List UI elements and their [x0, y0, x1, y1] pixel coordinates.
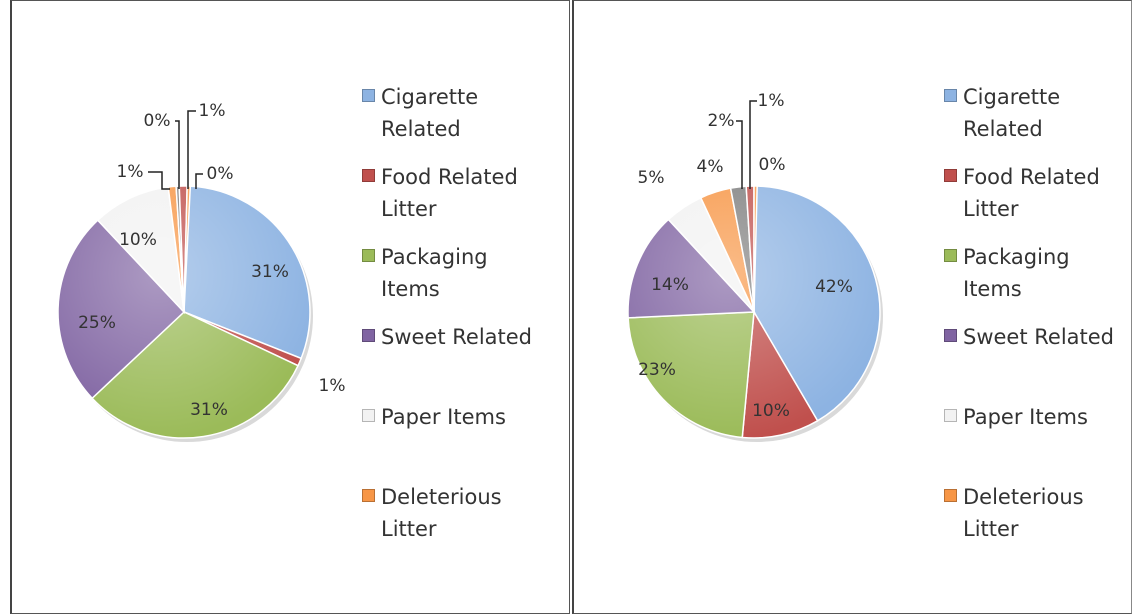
- legend-label: Cigarette Related: [963, 85, 1061, 141]
- slice-label: 1%: [117, 162, 144, 182]
- legend-swatch: [362, 169, 375, 182]
- legend-item-deleterious-litter: Deleterious Litter: [944, 481, 1131, 545]
- legend-swatch: [362, 329, 375, 342]
- pie-gloss: [58, 186, 310, 438]
- legend-swatch: [944, 249, 957, 262]
- pie-gloss: [628, 186, 880, 438]
- legend-swatch: [944, 169, 957, 182]
- pie-chart-panel-1: 31% 1% 31% 25% 10% 1% 0% 1% 0% Cigarette Related…: [10, 0, 570, 614]
- leader-line: [195, 173, 203, 189]
- slice-label: 31%: [251, 262, 289, 282]
- slice-label: 23%: [638, 360, 676, 380]
- legend-item-packaging-items: Packaging Items: [944, 241, 1131, 305]
- legend-item-packaging-items: Packaging Items: [362, 241, 552, 305]
- pie-chart-1: 31% 1% 31% 25% 10% 1% 0% 1% 0%: [57, 101, 346, 442]
- slice-label: 1%: [758, 91, 785, 111]
- legend-swatch: [944, 409, 957, 422]
- slice-label: 25%: [78, 313, 116, 333]
- legend-label: Paper Items: [963, 405, 1088, 429]
- slice-label: 1%: [199, 101, 226, 121]
- legend-item-sweet-related: Sweet Related: [362, 321, 552, 353]
- pie-chart-panel-2: 42% 10% 23% 14% 5% 4% 2% 1% 0% Cigarette Related…: [572, 0, 1132, 614]
- leader-line: [736, 120, 743, 189]
- leader-line: [175, 120, 180, 189]
- slice-label: 31%: [190, 400, 228, 420]
- slice-label: 0%: [759, 155, 786, 175]
- slice-label: 10%: [752, 401, 790, 421]
- legend-label: Deleterious Litter: [963, 485, 1084, 541]
- legend-label: Food Related Litter: [381, 165, 518, 221]
- pie-chart-2: 42% 10% 23% 14% 5% 4% 2% 1% 0%: [627, 91, 883, 442]
- slice-label: 4%: [697, 157, 724, 177]
- legend-item-food-related-litter: Food Related Litter: [944, 161, 1131, 225]
- slice-label: 2%: [708, 111, 735, 131]
- slice-label: 0%: [144, 111, 171, 131]
- legend-item-cigarette-related: Cigarette Related: [362, 81, 552, 145]
- leader-line: [749, 100, 757, 189]
- slice-label: 5%: [638, 168, 665, 188]
- legend-label: Sweet Related: [381, 325, 533, 349]
- legend-swatch: [362, 249, 375, 262]
- legend-label: Deleterious Litter: [381, 485, 502, 541]
- leader-line: [187, 110, 196, 189]
- legend-swatch: [944, 89, 957, 102]
- slice-label: 10%: [119, 230, 157, 250]
- legend-swatch: [362, 89, 375, 102]
- slice-label: 1%: [319, 376, 346, 396]
- legend-label: Paper Items: [381, 405, 506, 429]
- leader-line: [148, 171, 170, 190]
- legend-swatch: [362, 409, 375, 422]
- legend-swatch: [944, 329, 957, 342]
- legend-swatch: [362, 489, 375, 502]
- legend-label: Sweet Related: [963, 325, 1115, 349]
- legend-item-food-related-litter: Food Related Litter: [362, 161, 552, 225]
- legend-item-cigarette-related: Cigarette Related: [944, 81, 1131, 145]
- legend-swatch: [944, 489, 957, 502]
- legend-item-paper-items: Paper Items: [944, 401, 1131, 433]
- legend-label: Packaging Items: [381, 245, 488, 301]
- legend-item-sweet-related: Sweet Related: [944, 321, 1131, 353]
- legend-label: Food Related Litter: [963, 165, 1100, 221]
- slice-label: 14%: [651, 275, 689, 295]
- legend-label: Cigarette Related: [381, 85, 479, 141]
- legend-label: Packaging Items: [963, 245, 1070, 301]
- legend-item-deleterious-litter: Deleterious Litter: [362, 481, 552, 545]
- legend-item-paper-items: Paper Items: [362, 401, 552, 433]
- slice-label: 42%: [815, 277, 853, 297]
- slice-label: 0%: [207, 164, 234, 184]
